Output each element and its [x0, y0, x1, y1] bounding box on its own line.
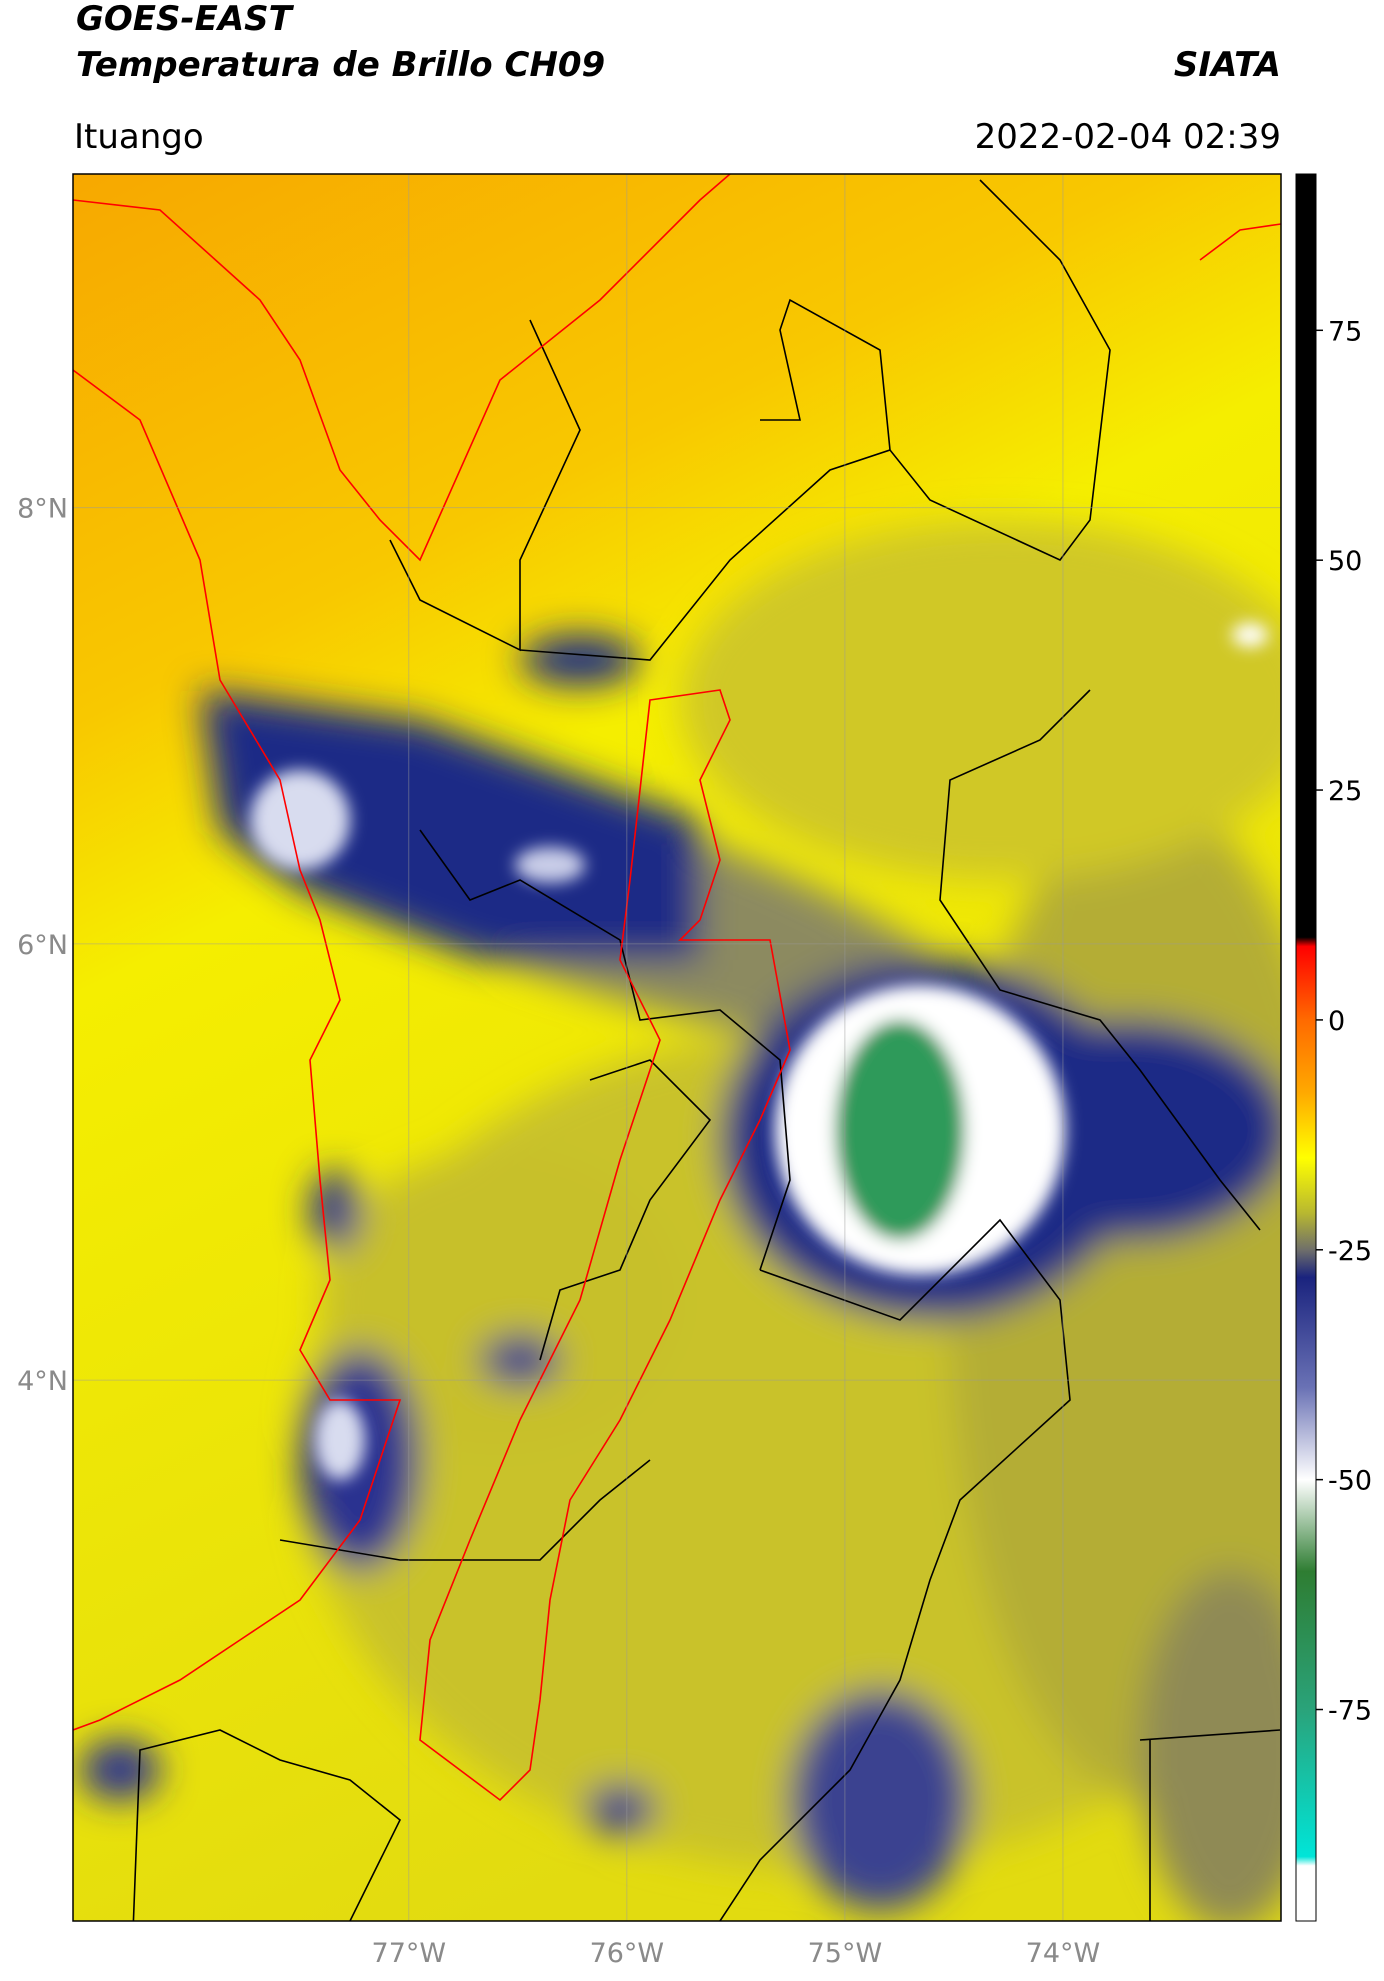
colorbar-tick-label: -25 — [1328, 1236, 1372, 1267]
datetime: 2022-02-04 02:39 — [975, 117, 1281, 157]
source: SIATA — [1174, 45, 1281, 85]
colorbar-tick-label: -75 — [1328, 1696, 1372, 1727]
colorbar-tick-label: 75 — [1328, 316, 1362, 347]
colorbar — [1295, 173, 1317, 1922]
location: Ituango — [74, 117, 204, 157]
y-tick-label: 8°N — [17, 494, 68, 525]
coastline-and-basin — [73, 174, 1281, 1802]
colorbar-tick-label: 0 — [1328, 1006, 1345, 1037]
colorbar-tick-label: -50 — [1328, 1466, 1372, 1497]
subtitle: Temperatura de Brillo CH09 — [76, 45, 605, 85]
x-tick-label: 76°W — [590, 1938, 665, 1969]
colorbar-tick-label: 50 — [1328, 546, 1362, 577]
map-frame — [72, 173, 1282, 1922]
colorbar-tick-label: 25 — [1328, 776, 1362, 807]
borders — [132, 179, 1281, 1921]
x-tick-label: 77°W — [372, 1938, 447, 1969]
map-imagery — [73, 174, 1281, 1921]
y-tick-label: 6°N — [17, 930, 68, 961]
x-tick-label: 75°W — [808, 1938, 883, 1969]
y-tick-label: 4°N — [17, 1366, 68, 1397]
title: GOES-EAST — [76, 0, 295, 39]
x-tick-label: 74°W — [1026, 1938, 1101, 1969]
